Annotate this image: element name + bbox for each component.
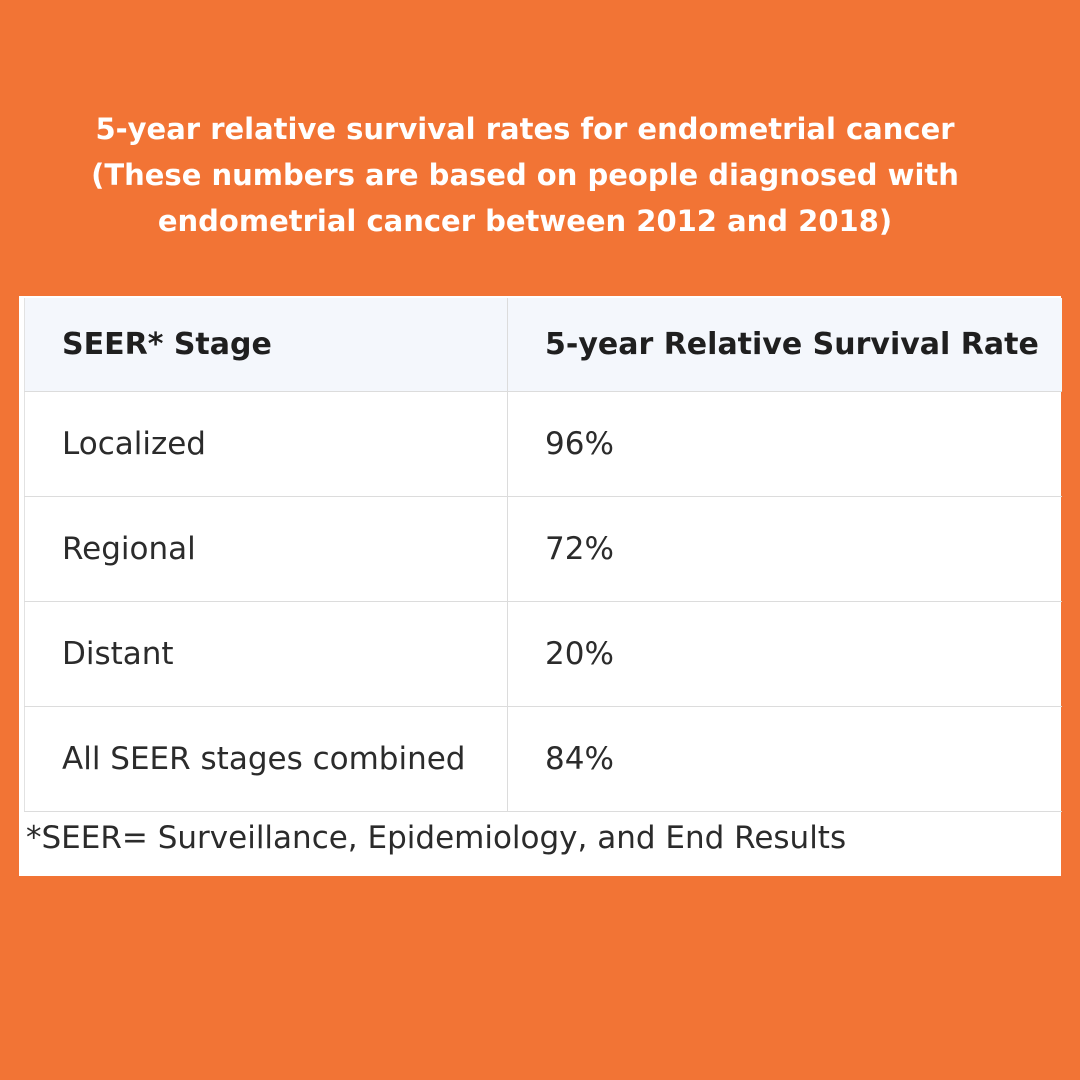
stage-cell: Localized <box>24 391 508 497</box>
survival-rate-table: SEER* Stage 5-year Relative Survival Rat… <box>24 298 1062 812</box>
table-row: Distant 20% <box>24 601 1062 707</box>
survival-rate-cell: 20% <box>507 601 1062 707</box>
stage-cell: Distant <box>24 601 508 707</box>
table-row: All SEER stages combined 84% <box>24 706 1062 812</box>
column-header-survival-rate: 5-year Relative Survival Rate <box>507 298 1062 392</box>
seer-footnote: *SEER= Surveillance, Epidemiology, and E… <box>26 820 847 856</box>
survival-rate-cell: 84% <box>507 706 1062 812</box>
survival-rate-cell: 96% <box>507 391 1062 497</box>
table-panel: SEER* Stage 5-year Relative Survival Rat… <box>19 296 1062 876</box>
heading-line-3: endometrial cancer between 2012 and 2018… <box>157 204 893 238</box>
heading-line-1: 5-year relative survival rates for endom… <box>95 112 955 146</box>
heading-line-2: (These numbers are based on people diagn… <box>91 158 959 192</box>
table-row: Regional 72% <box>24 496 1062 602</box>
column-header-stage: SEER* Stage <box>24 298 508 392</box>
stage-cell: Regional <box>24 496 508 602</box>
table-header-row: SEER* Stage 5-year Relative Survival Rat… <box>24 298 1062 392</box>
table-row: Localized 96% <box>24 391 1062 497</box>
stage-cell: All SEER stages combined <box>24 706 508 812</box>
survival-rate-cell: 72% <box>507 496 1062 602</box>
page-heading: 5-year relative survival rates for endom… <box>0 106 1050 244</box>
